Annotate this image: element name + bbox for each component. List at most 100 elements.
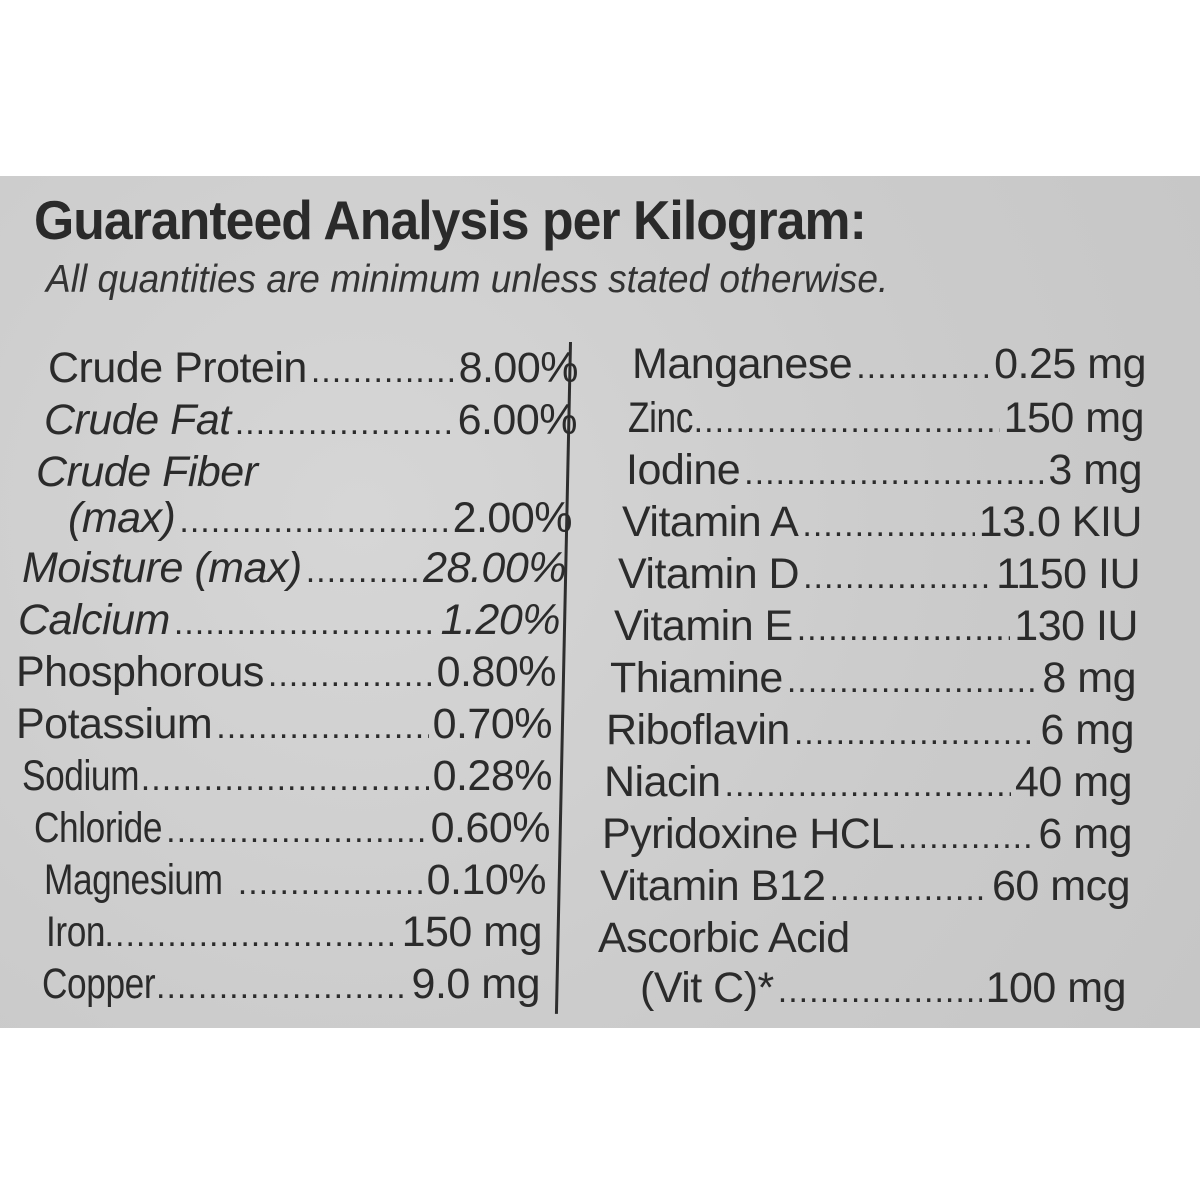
nutrient-value: 2.00% bbox=[452, 494, 573, 542]
nutrient-name: Moisture (max) bbox=[22, 544, 302, 592]
nutrient-value: 8 mg bbox=[1042, 654, 1136, 702]
nutrient-value: 0.80% bbox=[436, 648, 557, 696]
nutrient-value: 150 mg bbox=[1003, 394, 1145, 442]
nutrient-row-vit-c: (Vit C)* 100 mg bbox=[640, 964, 1127, 1016]
nutrient-value: 0.10% bbox=[426, 856, 547, 904]
nutrient-name: Zinc bbox=[628, 394, 693, 442]
nutrient-row-chloride: Chloride 0.60% bbox=[34, 804, 551, 856]
nutrient-value: 130 IU bbox=[1014, 602, 1138, 650]
nutrient-name: Riboflavin bbox=[606, 706, 790, 754]
nutrient-value: 1150 IU bbox=[996, 550, 1140, 598]
nutrient-value: 6.00% bbox=[457, 396, 578, 444]
nutrient-row-magnesium: Magnesium 0.10% bbox=[44, 856, 547, 908]
nutrient-value: 60 mcg bbox=[991, 862, 1131, 910]
nutrient-row-crude-fiber: Crude Fiber bbox=[36, 448, 336, 500]
nutrient-value: 0.28% bbox=[432, 752, 553, 800]
leader-dots bbox=[794, 714, 1037, 753]
nutrient-row-vitamin-e: Vitamin E 130 IU bbox=[614, 602, 1138, 654]
leader-dots bbox=[94, 916, 397, 955]
nutrient-row-phosphorous: Phosphorous 0.80% bbox=[16, 648, 557, 700]
leader-dots bbox=[235, 404, 454, 443]
nutrient-name: Phosphorous bbox=[16, 648, 264, 696]
leader-dots bbox=[802, 506, 974, 545]
nutrient-value: 150 mg bbox=[401, 908, 543, 956]
nutrient-row-ascorbic-acid: Ascorbic Acid bbox=[598, 914, 918, 966]
nutrient-value: 6 mg bbox=[1040, 706, 1134, 754]
leader-dots bbox=[156, 968, 408, 1007]
nutrient-name: Vitamin E bbox=[614, 602, 793, 650]
leader-dots bbox=[725, 766, 1011, 805]
leader-dots bbox=[166, 812, 426, 851]
leader-dots bbox=[683, 402, 999, 441]
nutrient-row-vitamin-d: Vitamin D 1150 IU bbox=[618, 550, 1140, 602]
nutrient-row-crude-fiber-max: (max) 2.00% bbox=[68, 494, 573, 546]
nutrient-name: Crude Fiber bbox=[36, 448, 258, 496]
nutrient-name: Ascorbic Acid bbox=[598, 914, 850, 962]
nutrient-value: 1.20% bbox=[440, 596, 561, 644]
nutrient-row-manganese: Manganese 0.25 mg bbox=[632, 340, 1146, 392]
nutrient-row-niacin: Niacin 40 mg bbox=[604, 758, 1133, 810]
nutrient-name: Iron bbox=[46, 908, 106, 956]
nutrient-row-calcium: Calcium 1.20% bbox=[18, 596, 561, 648]
label-panel bbox=[0, 176, 1200, 1028]
nutrient-name: Vitamin D bbox=[618, 550, 800, 598]
nutrient-name: Calcium bbox=[18, 596, 170, 644]
leader-dots bbox=[141, 760, 429, 799]
nutrient-name: (max) bbox=[68, 494, 176, 542]
nutrient-value: 0.25 mg bbox=[994, 340, 1146, 388]
leader-dots bbox=[744, 454, 1044, 493]
nutrient-value: 13.0 KIU bbox=[978, 498, 1143, 546]
nutrient-name: Crude Fat bbox=[44, 396, 231, 444]
nutrient-row-vitamin-a: Vitamin A 13.0 KIU bbox=[622, 498, 1143, 550]
leader-dots bbox=[268, 656, 433, 695]
nutrient-name: Copper bbox=[42, 960, 156, 1008]
leader-dots bbox=[803, 558, 992, 597]
nutrient-row-moisture: Moisture (max) 28.00% bbox=[22, 544, 566, 596]
nutrient-name: Niacin bbox=[604, 758, 721, 806]
nutrient-value: 0.70% bbox=[432, 700, 553, 748]
nutrient-name: Magnesium bbox=[44, 856, 223, 904]
nutrient-row-pyridoxine: Pyridoxine HCL 6 mg bbox=[602, 810, 1132, 862]
leader-dots bbox=[179, 502, 448, 541]
nutrient-row-sodium: Sodium 0.28% bbox=[22, 752, 553, 804]
nutrient-row-thiamine: Thiamine 8 mg bbox=[610, 654, 1136, 706]
nutrient-name: Manganese bbox=[632, 340, 853, 388]
nutrient-value: 40 mg bbox=[1014, 758, 1133, 806]
nutrient-name: Vitamin A bbox=[622, 498, 799, 546]
nutrient-row-crude-protein: Crude Protein 8.00% bbox=[48, 344, 579, 396]
nutrient-row-potassium: Potassium 0.70% bbox=[16, 700, 553, 752]
nutrient-name: Chloride bbox=[34, 804, 163, 852]
nutrient-name: Vitamin B12 bbox=[600, 862, 826, 910]
nutrient-row-crude-fat: Crude Fat 6.00% bbox=[44, 396, 578, 448]
nutrient-value: 9.0 mg bbox=[411, 960, 541, 1008]
nutrient-name: Potassium bbox=[16, 700, 213, 748]
leader-dots bbox=[856, 348, 990, 387]
nutrient-name: Iodine bbox=[626, 446, 741, 494]
nutrient-row-iron: Iron 150 mg bbox=[46, 908, 543, 960]
label-title: Guaranteed Analysis per Kilogram: bbox=[34, 189, 867, 251]
leader-dots bbox=[787, 662, 1039, 701]
nutrient-value: 100 mg bbox=[985, 964, 1127, 1012]
leader-dots bbox=[311, 352, 455, 391]
leader-dots bbox=[898, 818, 1035, 857]
leader-dots bbox=[306, 552, 419, 591]
leader-dots bbox=[778, 972, 982, 1011]
leader-dots bbox=[216, 708, 428, 747]
nutrient-row-copper: Copper 9.0 mg bbox=[42, 960, 541, 1012]
nutrient-name: Sodium bbox=[22, 752, 140, 800]
nutrient-name: Pyridoxine HCL bbox=[602, 810, 894, 858]
nutrient-name: (Vit C)* bbox=[640, 964, 774, 1012]
leader-dots bbox=[238, 864, 423, 903]
leader-dots bbox=[174, 604, 437, 643]
nutrient-row-zinc: Zinc 150 mg bbox=[628, 394, 1145, 446]
nutrient-name: Crude Protein bbox=[48, 344, 307, 392]
nutrient-row-riboflavin: Riboflavin 6 mg bbox=[606, 706, 1134, 758]
nutrient-value: 28.00% bbox=[423, 544, 566, 592]
nutrient-value: 6 mg bbox=[1038, 810, 1132, 858]
label-subtitle: All quantities are minimum unless stated… bbox=[46, 258, 889, 301]
nutrient-value: 0.60% bbox=[430, 804, 551, 852]
nutrient-row-vitamin-b12: Vitamin B12 60 mcg bbox=[600, 862, 1131, 914]
nutrient-name: Thiamine bbox=[610, 654, 783, 702]
nutrient-value: 8.00% bbox=[458, 344, 579, 392]
nutrient-row-iodine: Iodine 3 mg bbox=[626, 446, 1142, 498]
